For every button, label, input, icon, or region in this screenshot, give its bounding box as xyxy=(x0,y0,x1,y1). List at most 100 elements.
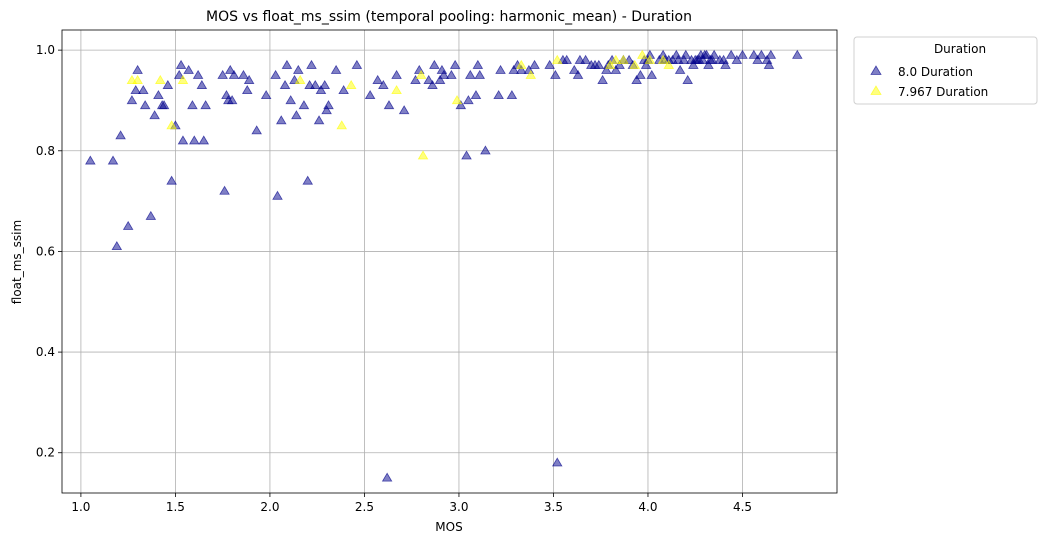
data-point xyxy=(153,90,164,100)
data-point xyxy=(551,457,563,467)
data-point xyxy=(162,79,174,89)
data-point xyxy=(674,64,686,74)
data-point xyxy=(597,74,608,84)
data-point xyxy=(415,69,427,79)
y-tick-label: 0.6 xyxy=(36,244,55,258)
data-point xyxy=(516,59,527,69)
data-point xyxy=(319,79,331,89)
y-axis-ticks: 0.2 0.4 0.6 0.8 1.0 xyxy=(36,43,62,460)
data-point xyxy=(192,69,204,79)
y-tick-label: 0.4 xyxy=(36,345,55,359)
data-point xyxy=(544,59,555,69)
data-point xyxy=(697,54,709,64)
data-point xyxy=(372,74,383,84)
data-point xyxy=(294,74,306,84)
data-point xyxy=(391,69,402,79)
data-point xyxy=(470,90,482,100)
data-point xyxy=(398,105,410,115)
x-tick-label: 1.0 xyxy=(71,500,90,514)
data-point xyxy=(495,64,506,74)
data-point xyxy=(224,64,236,74)
data-point xyxy=(748,49,760,59)
data-point xyxy=(175,59,187,69)
data-point xyxy=(166,120,177,130)
data-point xyxy=(663,59,675,69)
data-point xyxy=(446,69,457,79)
data-point xyxy=(568,64,580,74)
data-point xyxy=(474,69,486,79)
data-point xyxy=(279,79,291,89)
data-point xyxy=(107,155,119,165)
data-point xyxy=(275,115,287,125)
data-point xyxy=(640,59,652,69)
series-1 xyxy=(85,49,803,482)
data-point xyxy=(610,54,622,64)
data-point xyxy=(285,95,297,105)
data-points xyxy=(85,49,803,482)
data-point xyxy=(228,69,240,79)
data-point xyxy=(315,85,327,95)
plot-frame xyxy=(61,29,838,494)
data-point xyxy=(378,79,389,89)
data-point xyxy=(635,69,646,79)
data-point xyxy=(508,64,520,74)
data-point xyxy=(132,64,143,74)
data-point xyxy=(629,59,641,69)
data-point xyxy=(423,74,435,84)
data-point xyxy=(122,220,134,230)
data-point xyxy=(461,150,472,160)
series-2 xyxy=(126,49,675,160)
data-point xyxy=(291,110,302,120)
y-axis-label: float_ms_ssim xyxy=(10,220,24,304)
data-point xyxy=(336,120,348,130)
data-point xyxy=(708,49,720,59)
data-point xyxy=(298,100,310,110)
legend-box xyxy=(853,36,1038,105)
legend-marker xyxy=(870,65,882,75)
data-point xyxy=(241,85,253,95)
data-point xyxy=(417,150,429,160)
data-point xyxy=(383,100,395,110)
data-point xyxy=(173,69,185,79)
data-point xyxy=(731,54,743,64)
data-point xyxy=(464,69,476,79)
y-tick-label: 0.8 xyxy=(36,144,55,158)
data-point xyxy=(604,59,616,69)
data-point xyxy=(637,49,648,59)
data-point xyxy=(177,135,189,145)
x-tick-label: 2.5 xyxy=(355,500,374,514)
data-point xyxy=(226,95,238,105)
data-point xyxy=(306,59,317,69)
x-tick-label: 3.0 xyxy=(449,500,468,514)
legend-label: 7.967 Duration xyxy=(898,85,988,99)
data-point xyxy=(506,90,518,100)
legend-title: Duration xyxy=(934,42,986,56)
data-point xyxy=(111,241,123,251)
data-point xyxy=(321,105,332,115)
data-point xyxy=(200,100,211,110)
data-point xyxy=(680,49,692,59)
x-tick-label: 4.5 xyxy=(733,500,752,514)
data-point xyxy=(427,79,438,89)
data-point xyxy=(302,175,314,185)
data-point xyxy=(601,64,612,74)
data-point xyxy=(614,59,625,69)
data-point xyxy=(323,100,334,110)
data-point xyxy=(688,59,699,69)
data-point xyxy=(243,74,255,84)
data-point xyxy=(701,49,712,59)
data-point xyxy=(765,49,777,59)
data-point xyxy=(480,145,491,155)
data-point xyxy=(593,59,605,69)
data-point xyxy=(177,74,189,84)
data-point xyxy=(752,54,763,64)
x-tick-label: 2.0 xyxy=(260,500,279,514)
x-tick-label: 3.5 xyxy=(544,500,563,514)
data-point xyxy=(196,79,208,89)
data-point xyxy=(646,69,658,79)
data-point xyxy=(737,49,748,59)
data-point xyxy=(345,79,357,89)
data-point xyxy=(472,59,484,69)
data-point xyxy=(251,125,262,135)
x-tick-label: 1.5 xyxy=(166,500,185,514)
